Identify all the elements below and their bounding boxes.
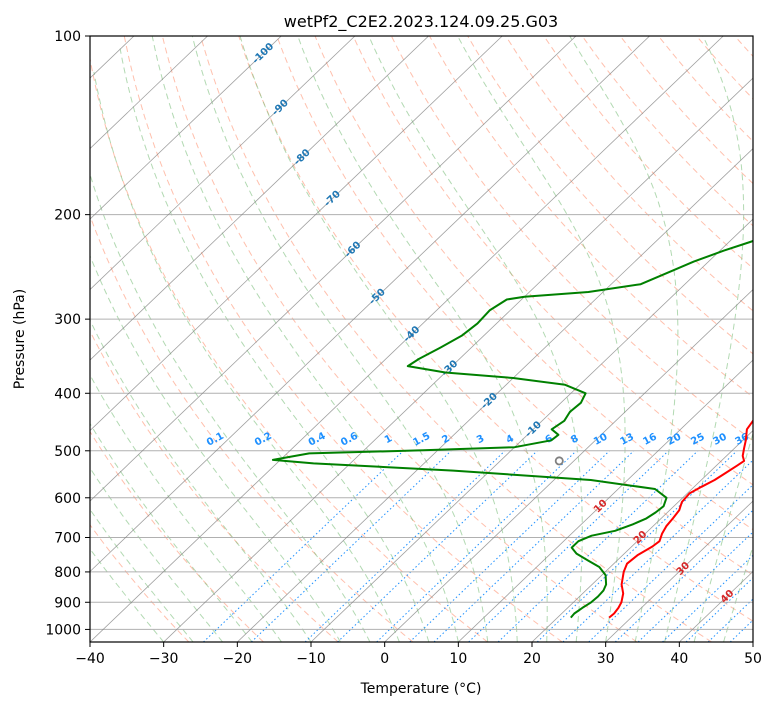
dry-adiabat-line	[697, 36, 775, 642]
isotherm-line	[0, 36, 576, 642]
dry-adiabat-line	[735, 36, 775, 642]
dry-adiabat-line	[163, 36, 638, 642]
moist-adiabat-label: 40	[719, 588, 737, 606]
y-tick-label: 500	[54, 444, 81, 460]
isotherm-line	[237, 36, 775, 642]
moist-adiabat-line	[240, 36, 517, 642]
isotherm-line	[0, 36, 502, 642]
moist-adiabat-line	[0, 215, 164, 642]
y-tick-label: 200	[54, 208, 81, 224]
x-axis-label: Temperature (°C)	[360, 681, 482, 697]
dry-adiabat-line	[353, 36, 775, 642]
mixing-ratio-line	[338, 451, 538, 642]
isotherm-line	[458, 36, 775, 642]
mixing-ratio-line	[203, 451, 403, 642]
moist-adiabat-line	[120, 49, 429, 642]
moist-adiabat-label: 30	[675, 560, 693, 578]
plot-frame	[90, 36, 753, 642]
moist-adiabat-line	[49, 113, 341, 642]
moist-adiabat-line	[0, 165, 252, 642]
mixing-ratio-line	[589, 451, 775, 642]
x-tick-label: 40	[670, 651, 688, 667]
mixing-ratio-label: 2	[440, 433, 451, 446]
y-tick-label: 800	[54, 565, 81, 581]
isotherm-line	[311, 36, 775, 642]
mixing-ratio-line	[251, 451, 451, 642]
mixing-ratio-line	[377, 451, 577, 642]
mixing-ratio-label: 0.6	[339, 431, 360, 449]
mixing-ratio-label: 36	[733, 431, 750, 447]
y-tick-label: 100	[54, 29, 81, 45]
mixing-ratio-line	[537, 451, 737, 642]
x-tick-label: −40	[75, 651, 105, 667]
mixing-ratio-line	[662, 451, 775, 642]
moist-adiabat-line	[369, 36, 583, 642]
mixing-ratio-label: 13	[619, 431, 636, 447]
x-tick-label: 0	[380, 651, 389, 667]
moist-adiabat-line	[694, 36, 775, 642]
mixing-ratio-label: 16	[641, 431, 658, 447]
dry-adiabat-line	[10, 36, 338, 642]
chart-title: wetPf2_C2E2.2023.124.09.25.G03	[284, 12, 558, 32]
mixing-ratio-label: 25	[689, 431, 706, 447]
profile-lines	[273, 36, 775, 618]
isotherm-line	[679, 36, 775, 642]
moist-adiabat-line	[724, 36, 775, 642]
y-tick-label: 900	[54, 595, 81, 611]
dry-adiabat-line	[544, 36, 775, 642]
isotherm-line	[0, 36, 281, 642]
y-axis-label: Pressure (hPa)	[12, 289, 28, 389]
dry-adiabat-line	[468, 36, 775, 642]
moist-adiabat-label: 10	[592, 498, 610, 516]
mixing-ratio-line	[305, 451, 505, 642]
mixing-ratio-label: 20	[666, 431, 683, 447]
dry-adiabat-line	[0, 36, 263, 642]
mixing-ratio-line	[638, 451, 775, 642]
mixing-ratio-label: 10	[592, 431, 609, 447]
dry-adiabat-line	[506, 36, 775, 642]
isotherm-line	[16, 36, 649, 642]
moist-adiabat-line	[665, 36, 744, 642]
dewpoint-profile-line	[273, 36, 775, 618]
moist-adiabat-line	[458, 36, 625, 642]
y-tick-label: 1000	[45, 622, 81, 638]
moist-adiabat-line	[0, 201, 193, 642]
mixing-ratio-label: 1	[383, 433, 394, 446]
x-tick-label: −20	[223, 651, 253, 667]
x-tick-label: −10	[296, 651, 326, 667]
x-tick-label: 10	[449, 651, 467, 667]
y-tick-label: 700	[54, 531, 81, 547]
mixing-ratio-label: 1.5	[411, 431, 432, 449]
isotherm-line	[606, 36, 775, 642]
x-tick-label: 50	[744, 651, 762, 667]
mixing-ratio-label: 0.1	[205, 431, 226, 449]
background-reference-lines	[0, 36, 775, 642]
isotherm-line	[0, 36, 429, 642]
level-marker-ring	[556, 457, 563, 464]
x-tick-label: −30	[149, 651, 179, 667]
isotherm-line	[532, 36, 775, 642]
mixing-ratio-label: 0.4	[307, 431, 328, 449]
moist-adiabat-line	[570, 36, 678, 642]
x-tick-label: 20	[523, 651, 541, 667]
isotherm-line	[164, 36, 775, 642]
x-tick-label: 30	[597, 651, 615, 667]
dry-adiabat-line	[582, 36, 775, 642]
isotherm-line	[753, 36, 775, 642]
y-tick-label: 600	[54, 491, 81, 507]
temperature-profile-line	[609, 36, 775, 618]
dry-adiabat-line	[48, 36, 413, 642]
mixing-ratio-line	[686, 451, 775, 642]
moist-adiabat-line	[298, 36, 547, 642]
mixing-ratio-label: 3	[475, 433, 486, 446]
y-tick-label: 300	[54, 312, 81, 328]
mixing-ratio-label: 4	[504, 433, 515, 446]
y-tick-label: 400	[54, 386, 81, 402]
mixing-ratio-label: 0.2	[253, 431, 274, 449]
moist-adiabat-line	[0, 188, 223, 643]
mixing-ratio-label: 8	[569, 433, 580, 446]
isotherm-line	[0, 36, 60, 642]
